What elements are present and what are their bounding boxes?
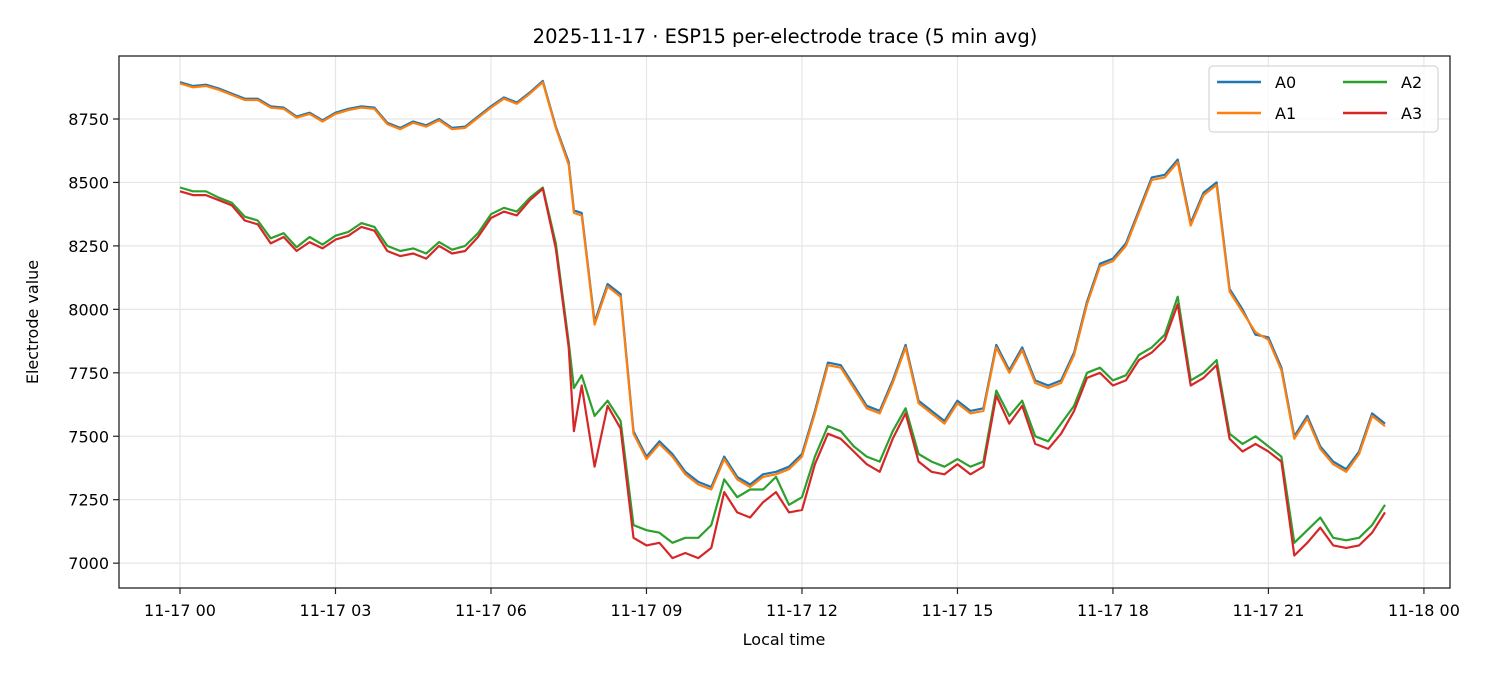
y-tick-label: 7000	[68, 554, 109, 573]
x-tick-label: 11-17 15	[921, 601, 993, 620]
legend-label-a1: A1	[1275, 104, 1296, 123]
gridlines	[119, 56, 1450, 588]
legend: A0 A1 A2 A3	[1208, 65, 1439, 133]
x-tick-label: 11-17 00	[144, 601, 216, 620]
series-a0-line	[179, 79, 1386, 489]
legend-label-a3: A3	[1401, 104, 1422, 123]
legend-label-a2: A2	[1401, 73, 1422, 92]
series-a1-line	[179, 81, 1386, 491]
y-tick-label: 8000	[68, 300, 109, 319]
x-tick-label: 11-17 03	[300, 601, 372, 620]
y-tick-label: 8250	[68, 237, 109, 256]
x-tick-label: 11-17 18	[1077, 601, 1149, 620]
y-tick-label: 8750	[68, 110, 109, 129]
x-axis: 11-17 00 11-17 03 11-17 06 11-17 09 11-17 12…	[144, 588, 1460, 620]
series-a3-line	[179, 187, 1386, 560]
chart-title: 2025-11-17 · ESP15 per-electrode trace (…	[533, 25, 1038, 48]
x-tick-label: 11-17 06	[455, 601, 527, 620]
y-tick-label: 7500	[68, 427, 109, 446]
y-tick-label: 7250	[68, 491, 109, 510]
y-tick-label: 7750	[68, 364, 109, 383]
x-tick-label: 11-17 12	[766, 601, 838, 620]
plot-frame	[118, 55, 1451, 589]
y-tick-label: 8500	[68, 173, 109, 192]
legend-label-a0: A0	[1275, 73, 1296, 92]
series-lines	[179, 79, 1386, 560]
series-a2-line	[179, 186, 1386, 544]
y-axis: 7000 7250 7500 7750 8000 8250 8500 8750	[68, 110, 119, 573]
y-axis-title: Electrode value	[23, 260, 42, 384]
x-tick-label: 11-17 09	[611, 601, 683, 620]
x-tick-label: 11-18 00	[1388, 601, 1460, 620]
x-tick-label: 11-17 21	[1232, 601, 1304, 620]
x-axis-title: Local time	[743, 630, 826, 649]
